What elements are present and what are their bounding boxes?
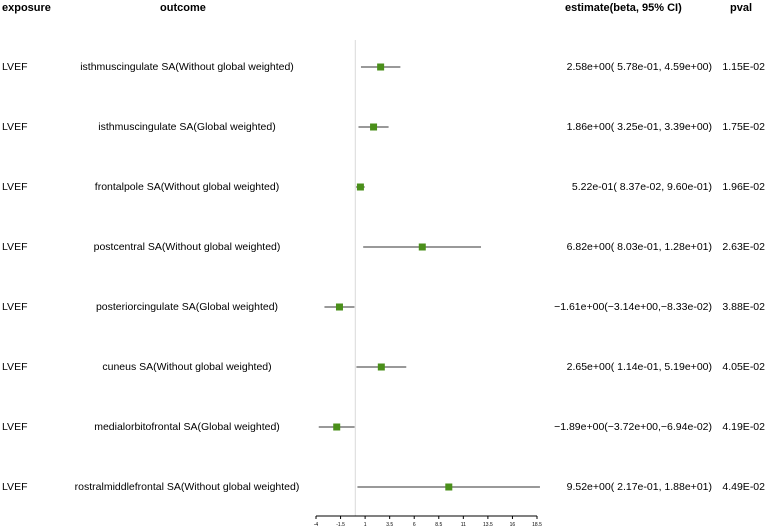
x-tick-label: 3.5 bbox=[386, 522, 393, 528]
estimate-marker bbox=[377, 63, 385, 71]
estimate-marker bbox=[356, 183, 364, 191]
row-estimate: 2.58e+00( 5.78e-01, 4.59e+00) bbox=[566, 61, 712, 73]
row-pval: 4.49E-02 bbox=[722, 481, 765, 493]
row-estimate: 9.52e+00( 2.17e-01, 1.88e+01) bbox=[566, 481, 712, 493]
row-outcome: postcentral SA(Without global weighted) bbox=[93, 241, 281, 253]
row-exposure: LVEF bbox=[2, 361, 28, 373]
row-outcome: posteriorcingulate SA(Global weighted) bbox=[95, 301, 279, 313]
row-estimate: 1.86e+00( 3.25e-01, 3.39e+00) bbox=[566, 121, 712, 133]
x-tick-label: 16 bbox=[510, 522, 516, 528]
row-outcome: frontalpole SA(Without global weighted) bbox=[94, 181, 280, 193]
estimate-marker bbox=[370, 123, 378, 131]
estimate-marker bbox=[335, 303, 343, 311]
x-tick-label: 6 bbox=[413, 522, 416, 528]
header-outcome: outcome bbox=[160, 2, 206, 14]
estimate-marker bbox=[333, 423, 341, 431]
x-tick-label: 8.5 bbox=[435, 522, 442, 528]
row-exposure: LVEF bbox=[2, 241, 28, 253]
row-pval: 2.63E-02 bbox=[722, 241, 765, 253]
row-outcome: medialorbitofrontal SA(Global weighted) bbox=[94, 421, 280, 433]
x-tick-label: 13.5 bbox=[483, 522, 493, 528]
row-exposure: LVEF bbox=[2, 421, 28, 433]
header-pval: pval bbox=[730, 2, 753, 14]
estimate-marker bbox=[418, 243, 426, 251]
row-exposure: LVEF bbox=[2, 481, 28, 493]
x-tick-label: 1 bbox=[364, 522, 367, 528]
row-pval: 1.15E-02 bbox=[722, 61, 765, 73]
row-estimate: −1.61e+00(−3.14e+00,−8.33e-02) bbox=[554, 301, 712, 313]
row-exposure: LVEF bbox=[2, 301, 28, 313]
estimate-marker bbox=[445, 483, 453, 491]
x-tick-label: -4 bbox=[314, 522, 319, 528]
x-tick-label: 18.5 bbox=[532, 522, 542, 528]
row-pval: 1.96E-02 bbox=[722, 181, 765, 193]
row-pval: 1.75E-02 bbox=[722, 121, 765, 133]
row-outcome: cuneus SA(Without global weighted) bbox=[102, 361, 272, 373]
row-pval: 4.05E-02 bbox=[722, 361, 765, 373]
row-estimate: 2.65e+00( 1.14e-01, 5.19e+00) bbox=[566, 361, 712, 373]
row-pval: 4.19E-02 bbox=[722, 421, 765, 433]
row-estimate: 6.82e+00( 8.03e-01, 1.28e+01) bbox=[566, 241, 712, 253]
x-tick-label: -1.5 bbox=[336, 522, 345, 528]
row-pval: 3.88E-02 bbox=[722, 301, 765, 313]
row-outcome: isthmuscingulate SA(Global weighted) bbox=[98, 121, 276, 133]
row-exposure: LVEF bbox=[2, 181, 28, 193]
row-estimate: 5.22e-01( 8.37e-02, 9.60e-01) bbox=[571, 181, 712, 193]
x-tick-label: 11 bbox=[461, 522, 466, 528]
row-outcome: isthmuscingulate SA(Without global weigh… bbox=[80, 61, 294, 73]
row-outcome: rostralmiddlefrontal SA(Without global w… bbox=[74, 481, 300, 493]
estimate-marker bbox=[377, 363, 385, 371]
row-exposure: LVEF bbox=[2, 61, 28, 73]
row-exposure: LVEF bbox=[2, 121, 28, 133]
header-exposure: exposure bbox=[2, 2, 51, 14]
row-estimate: −1.89e+00(−3.72e+00,−6.94e-02) bbox=[554, 421, 712, 433]
header-estimate: estimate(beta, 95% CI) bbox=[565, 2, 682, 14]
